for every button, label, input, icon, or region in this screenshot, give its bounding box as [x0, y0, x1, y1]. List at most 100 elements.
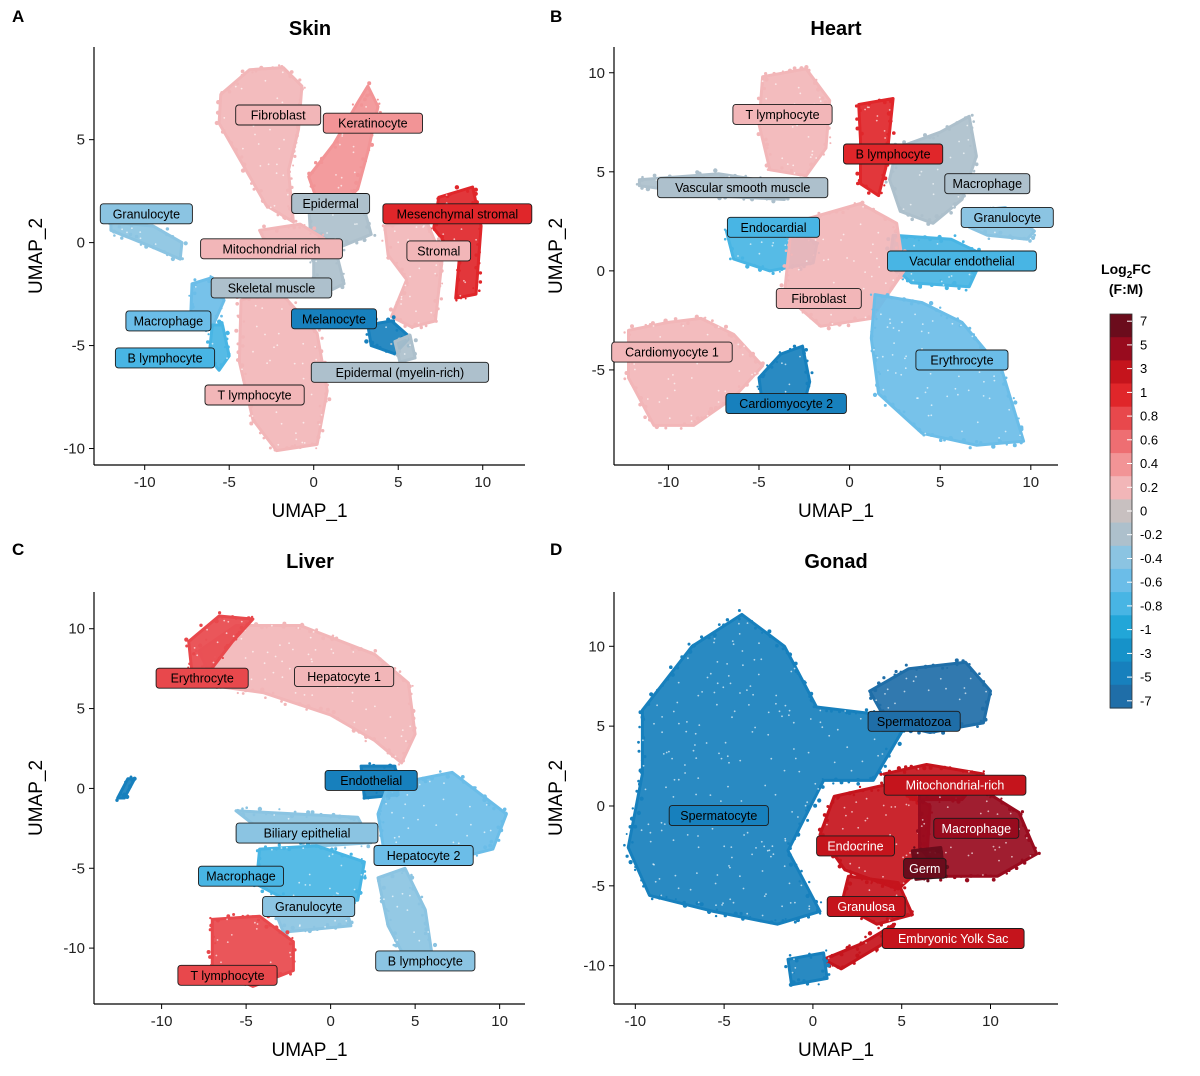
panel-b-cell-gap — [797, 86, 800, 89]
panel-d-cell-point — [841, 965, 845, 970]
panel-d-cell-gap — [696, 872, 698, 874]
panel-b-cell-point — [697, 171, 702, 176]
panel-b-cell-point — [815, 78, 818, 82]
panel-b-cell-point — [973, 150, 977, 154]
panel-c-cell-point — [360, 845, 363, 848]
legend-color-step — [1110, 592, 1132, 616]
panel-a-cell-point — [432, 228, 436, 231]
panel-b-cell-point — [686, 321, 690, 326]
panel-c-cell-point — [288, 942, 292, 946]
legend-tick-label: -0.6 — [1140, 575, 1162, 590]
legend-tick-label: -7 — [1140, 693, 1152, 708]
panel-b-cell-point — [779, 283, 784, 288]
panel-d-cell-point — [982, 680, 986, 683]
panel-c-cell-point — [236, 808, 240, 812]
panel-c-cell-point — [304, 930, 307, 933]
panel-a-cell-point — [113, 234, 116, 237]
panel-a-cell-point — [454, 185, 460, 190]
panel-d-cell-gap — [789, 902, 792, 904]
panel-b-cell-gap — [717, 326, 720, 328]
panel-b-cell-point — [702, 317, 705, 320]
panel-b-cell-gap — [788, 383, 791, 386]
panel-d-cell-point — [637, 749, 641, 753]
panel-b-cell-point — [778, 351, 782, 354]
panel-b-cell-point — [694, 314, 699, 319]
panel-d-cell-gap — [781, 715, 783, 718]
panel-a-cell-point — [218, 368, 221, 371]
panel-c-cell-point — [318, 706, 323, 711]
panel-d-cell-gap — [656, 704, 658, 707]
panel-b-cell-gap — [784, 390, 787, 393]
panel-b-cell-point — [867, 315, 871, 319]
panel-b-cell-point — [918, 284, 923, 289]
panel-d-cell-gap — [915, 675, 917, 678]
panel-c-label-hepatocyte-1: Hepatocyte 1 — [294, 666, 395, 688]
panel-d-cell-gap — [706, 676, 709, 679]
panel-c-cell-point — [209, 916, 212, 920]
panel-a-cell-gap — [139, 231, 142, 234]
panel-b-cell-point — [809, 312, 813, 317]
panel-a-cell-point — [333, 145, 337, 149]
panel-b-cell-point — [778, 270, 781, 273]
panel-d-cell-gap — [921, 819, 924, 821]
panel-d-cell-gap — [684, 764, 686, 766]
panel-b-cell-point — [911, 299, 914, 302]
panel-d-cell-gap — [807, 751, 810, 754]
panel-d-cell-gap — [894, 702, 896, 705]
panel-c-cell-point — [241, 807, 244, 810]
panel-d-cell-gap — [722, 902, 724, 905]
panel-d-cell-gap — [665, 751, 668, 754]
panel-c-cell-gap — [225, 632, 228, 635]
legend-tick-label: -0.2 — [1140, 527, 1162, 542]
panel-a-cell-point — [244, 372, 247, 376]
panel-c-cell-gap — [288, 667, 291, 670]
panel-a-cell-point — [220, 314, 223, 318]
panel-b-cell-point — [721, 401, 726, 406]
panel-b-cell-point — [962, 194, 966, 198]
cluster-label-box — [155, 667, 249, 689]
panel-c-cell-point — [331, 812, 336, 817]
panel-d-cell-point — [665, 895, 668, 899]
panel-b-cell-point — [895, 277, 899, 281]
panel-b-cell-point — [857, 178, 862, 183]
panel-a-cell-point — [295, 141, 298, 144]
panel-d-cell-point — [687, 649, 693, 654]
panel-d-cell-gap — [697, 694, 700, 697]
panel-a-cell-point — [391, 315, 396, 320]
panel-d-cell-point — [918, 842, 923, 846]
panel-c-y-tick-label: 0 — [77, 780, 85, 797]
panel-d-cell-gap — [788, 714, 790, 717]
panel-d-cell-point — [864, 708, 869, 712]
panel-d-cell-point — [839, 780, 844, 785]
panel-b-cell-point — [927, 134, 932, 140]
panel-d-cell-point — [888, 882, 893, 887]
panel-d-cell-gap — [866, 817, 869, 820]
panel-d-cell-gap — [969, 677, 972, 680]
panel-d-cell-point — [878, 703, 882, 707]
panel-d-cell-gap — [713, 641, 715, 644]
panel-d-cell-point — [894, 669, 898, 674]
panel-d-cell-point — [902, 770, 907, 774]
panel-b-cell-point — [974, 155, 978, 159]
panel-d-cell-gap — [857, 826, 860, 829]
panel-b-cell-point — [817, 213, 822, 218]
panel-d-cell-gap — [888, 919, 891, 922]
panel-c-cell-point — [421, 905, 424, 909]
panel-c-cell-point — [331, 710, 336, 715]
panel-d-cell-point — [836, 965, 840, 969]
panel-d-cell-point — [750, 620, 754, 623]
panel-c-cell-gap — [271, 624, 273, 627]
cluster-label-box — [262, 896, 356, 918]
panel-b-cell-point — [863, 205, 867, 209]
panel-c-cell-point — [369, 651, 374, 655]
panel-d-cell-point — [796, 832, 801, 837]
panel-d-cell-point — [629, 816, 635, 821]
panel-b-cell-gap — [968, 273, 971, 276]
panel-b-cell-gap — [998, 437, 1000, 439]
panel-c-cell-point — [260, 625, 264, 630]
panel-a-cell-point — [240, 168, 246, 173]
panel-b-cell-point — [837, 322, 842, 327]
panel-b-cell-gap — [961, 430, 963, 433]
panel-a-cell-point — [437, 284, 442, 288]
panel-a-cell-point — [288, 302, 292, 306]
